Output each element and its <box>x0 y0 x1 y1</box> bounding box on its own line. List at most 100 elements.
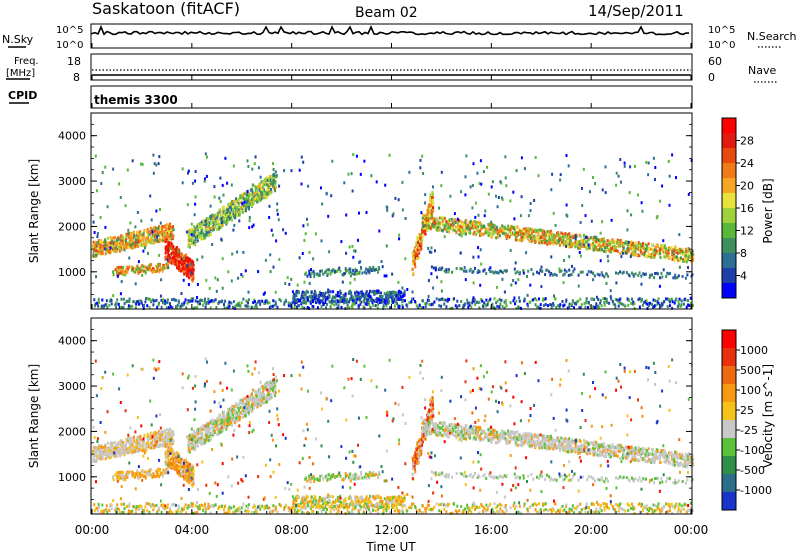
power-pixel <box>552 303 555 307</box>
power-pixel <box>500 181 503 185</box>
velocity-pixel <box>162 443 165 447</box>
power-pixel <box>414 300 417 303</box>
power-pixel <box>128 239 131 243</box>
power-pixel <box>130 240 133 244</box>
power-pixel <box>422 306 425 310</box>
power-pixel <box>420 232 423 236</box>
power-pixel <box>306 306 309 310</box>
power-pixel <box>383 292 386 296</box>
power-pixel <box>563 272 566 276</box>
power-pixel <box>648 301 650 305</box>
power-pixel <box>255 191 258 195</box>
power-pixel <box>574 240 577 244</box>
power-pixel <box>156 305 159 309</box>
power-pixel <box>232 228 235 232</box>
power-pixel <box>506 227 509 231</box>
power-pixel <box>645 160 648 164</box>
velocity-pixel <box>97 448 100 451</box>
power-pixel <box>331 269 334 272</box>
power-pixel <box>108 250 110 254</box>
power-pixel <box>171 306 174 310</box>
power-pixel <box>260 192 263 196</box>
power-pixel <box>390 296 393 299</box>
power-pixel <box>647 304 650 307</box>
power-pixel <box>642 246 645 250</box>
power-pixel <box>415 241 418 245</box>
power-pixel <box>560 235 563 239</box>
power-pixel <box>241 192 244 196</box>
power-pixel <box>579 270 582 274</box>
power-pixel <box>226 219 229 223</box>
power-pixel <box>170 226 173 230</box>
power-pixel <box>207 219 210 223</box>
power-pixel <box>333 300 336 303</box>
cpid-panel: CPID themis 3300 <box>8 85 693 109</box>
power-pixel <box>305 300 307 304</box>
power-pixel <box>436 225 439 229</box>
power-pixel <box>655 303 658 307</box>
power-pixel <box>565 213 568 217</box>
velocity-pixel <box>147 439 150 443</box>
power-pixel <box>474 232 477 236</box>
power-pixel <box>194 243 197 247</box>
range-tick-label: 1000 <box>58 266 86 279</box>
colorbar-swatch <box>722 253 736 269</box>
power-pixel <box>276 208 279 212</box>
power-pixel <box>401 300 404 304</box>
power-pixel <box>675 176 677 180</box>
power-pixel <box>398 304 401 308</box>
power-pixel <box>223 211 226 215</box>
power-pixel <box>475 220 478 224</box>
power-pixel <box>245 304 248 308</box>
power-pixel <box>351 295 354 299</box>
power-pixel <box>354 249 357 253</box>
power-pixel <box>220 225 223 229</box>
power-pixel <box>221 219 224 223</box>
power-pixel <box>421 299 424 303</box>
power-pixel <box>253 184 256 188</box>
power-pixel <box>629 243 632 247</box>
power-pixel <box>231 218 234 222</box>
power-pixel <box>187 260 190 263</box>
power-pixel <box>343 300 346 304</box>
power-pixel <box>365 211 368 214</box>
power-pixel <box>503 229 506 233</box>
power-pixel <box>475 227 478 230</box>
power-pixel <box>675 246 678 250</box>
power-pixel <box>667 159 670 163</box>
power-pixel <box>275 239 278 243</box>
power-pixel <box>601 246 604 250</box>
power-pixel <box>588 190 591 194</box>
power-pixel <box>620 180 622 184</box>
power-pixel <box>129 231 132 235</box>
power-pixel <box>512 190 515 194</box>
power-pixel <box>533 238 536 242</box>
power-pixel <box>608 242 611 246</box>
velocity-pixel <box>139 444 142 448</box>
power-pixel <box>274 290 277 294</box>
power-pixel <box>270 228 273 232</box>
velocity-pixel <box>164 462 167 466</box>
power-pixel <box>127 228 130 232</box>
power-pixel <box>600 238 603 242</box>
power-pixel <box>142 239 145 243</box>
power-pixel <box>427 218 430 222</box>
power-pixel <box>532 229 535 233</box>
power-pixel <box>619 243 622 247</box>
power-pixel <box>307 184 310 188</box>
power-pixel <box>466 224 469 228</box>
power-pixel <box>188 228 191 232</box>
power-pixel <box>159 226 162 230</box>
power-pixel <box>360 300 363 304</box>
power-pixel <box>255 189 258 193</box>
power-pixel <box>128 241 131 245</box>
power-pixel <box>432 217 435 220</box>
power-pixel <box>321 202 324 206</box>
power-pixel <box>522 237 525 241</box>
power-pixel <box>190 242 193 245</box>
power-pixel <box>204 219 207 223</box>
power-pixel <box>125 267 128 271</box>
power-pixel <box>150 263 153 267</box>
power-pixel <box>681 275 684 278</box>
power-pixel <box>131 238 134 242</box>
